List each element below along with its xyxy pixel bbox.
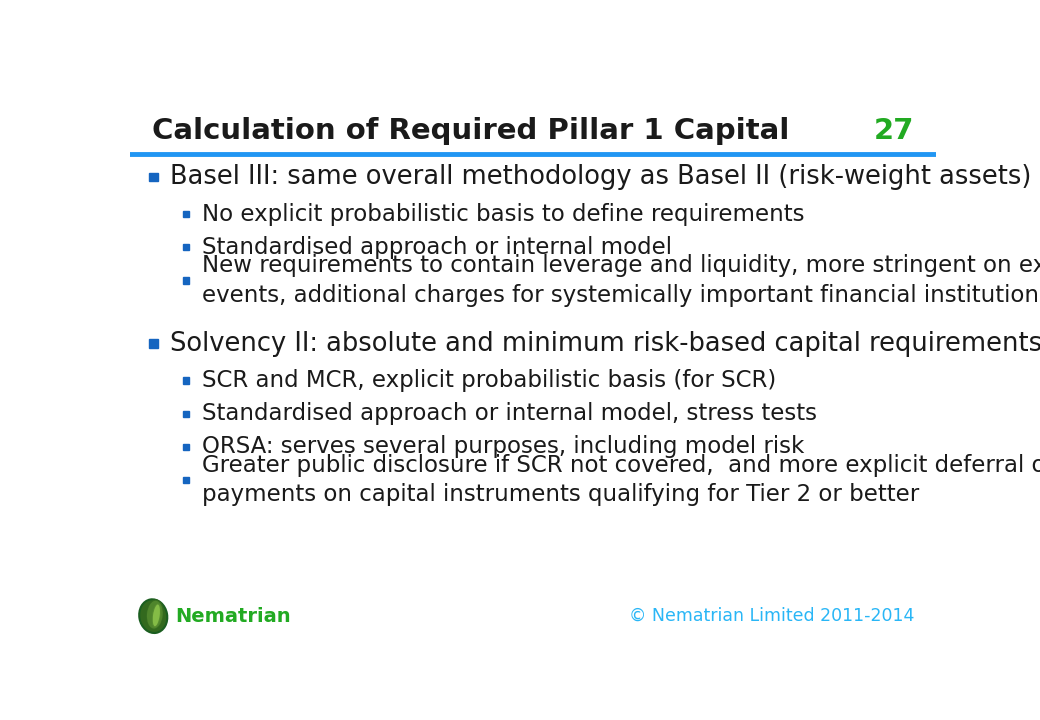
Bar <box>183 244 189 251</box>
Text: 27: 27 <box>874 117 914 145</box>
Bar <box>150 339 158 348</box>
Text: Basel III: same overall methodology as Basel II (risk-weight assets): Basel III: same overall methodology as B… <box>171 164 1032 190</box>
Text: Greater public disclosure if SCR not covered,  and more explicit deferral of
pay: Greater public disclosure if SCR not cov… <box>202 454 1040 506</box>
Text: Calculation of Required Pillar 1 Capital: Calculation of Required Pillar 1 Capital <box>152 117 789 145</box>
Ellipse shape <box>139 599 167 633</box>
Ellipse shape <box>152 604 160 627</box>
Bar <box>150 173 158 181</box>
Bar <box>183 444 189 450</box>
Text: Standardised approach or internal model: Standardised approach or internal model <box>202 236 672 258</box>
Text: No explicit probabilistic basis to define requirements: No explicit probabilistic basis to defin… <box>202 203 805 225</box>
Bar <box>183 277 189 284</box>
Text: ORSA: serves several purposes, including model risk: ORSA: serves several purposes, including… <box>202 436 805 458</box>
Text: New requirements to contain leverage and liquidity, more stringent on extreme
ev: New requirements to contain leverage and… <box>202 254 1040 307</box>
Text: Nematrian: Nematrian <box>175 607 290 626</box>
Text: Solvency II: absolute and minimum risk-based capital requirements: Solvency II: absolute and minimum risk-b… <box>171 330 1040 356</box>
Ellipse shape <box>147 600 163 629</box>
Text: SCR and MCR, explicit probabilistic basis (for SCR): SCR and MCR, explicit probabilistic basi… <box>202 369 776 392</box>
Bar <box>183 477 189 483</box>
Bar <box>183 211 189 217</box>
Bar <box>183 377 189 384</box>
Text: © Nematrian Limited 2011-2014: © Nematrian Limited 2011-2014 <box>629 607 914 625</box>
Text: Standardised approach or internal model, stress tests: Standardised approach or internal model,… <box>202 402 817 425</box>
Bar <box>183 410 189 417</box>
